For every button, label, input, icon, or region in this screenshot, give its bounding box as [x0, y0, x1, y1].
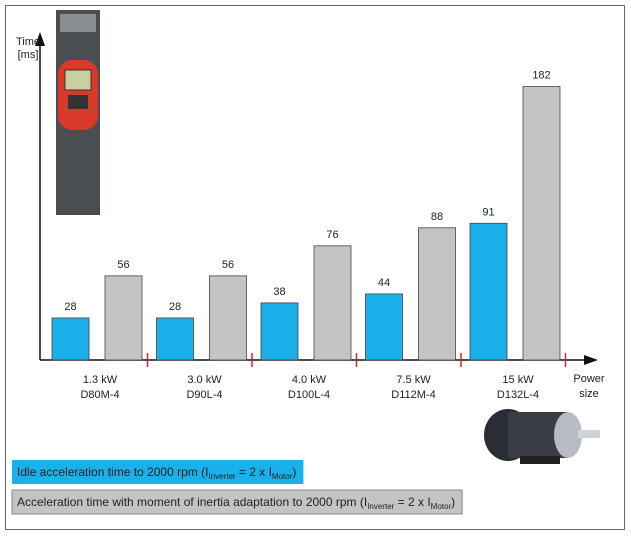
- bar: [51, 317, 90, 361]
- y-label: [ms]: [18, 49, 39, 61]
- value-label: 56: [117, 259, 129, 271]
- y-arrow: [35, 32, 45, 46]
- legend-text: = 2 x I: [394, 495, 430, 509]
- value-label: 76: [326, 229, 338, 241]
- legend-text: Motor: [431, 502, 452, 511]
- motor-image: [484, 409, 600, 464]
- legend-text: Inverter: [367, 502, 394, 511]
- legend-text: Acceleration time with moment of inertia…: [17, 495, 367, 509]
- legend-text: Inverter: [208, 472, 235, 481]
- x-arrow: [584, 355, 598, 365]
- x-tick-label: 3.0 kW: [187, 374, 222, 386]
- value-label: 28: [64, 301, 76, 313]
- bar: [418, 227, 456, 361]
- x-tick-label: 15 kW: [502, 374, 534, 386]
- legend-label: Idle acceleration time to 2000 rpm (IInv…: [17, 465, 296, 481]
- bar: [469, 222, 508, 361]
- legend-text: = 2 x I: [236, 465, 272, 479]
- legend-label: Acceleration time with moment of inertia…: [17, 495, 455, 511]
- bar: [522, 86, 561, 361]
- value-label: 88: [431, 211, 443, 223]
- legend-text: Motor: [272, 472, 293, 481]
- value-label: 91: [482, 206, 494, 218]
- value-label: 44: [378, 277, 390, 289]
- bar: [260, 302, 299, 361]
- value-label: 38: [273, 286, 285, 298]
- bar: [365, 293, 403, 361]
- x-tick-label: D112M-4: [391, 389, 435, 401]
- x-label: size: [579, 388, 599, 400]
- bar: [104, 275, 143, 361]
- x-tick-label: D100L-4: [288, 389, 330, 401]
- legend-text: Idle acceleration time to 2000 rpm (I: [17, 465, 208, 479]
- bar: [209, 275, 247, 361]
- bar: [313, 245, 352, 361]
- x-tick-label: 4.0 kW: [292, 374, 327, 386]
- y-label: Time: [16, 36, 40, 48]
- drive-image: [56, 10, 100, 215]
- value-label: 56: [222, 259, 234, 271]
- x-label: Power: [573, 373, 605, 385]
- x-tick-label: 7.5 kW: [396, 374, 431, 386]
- bar: [156, 317, 194, 361]
- value-label: 28: [169, 301, 181, 313]
- legend-text: ): [292, 465, 296, 479]
- x-tick-label: D90L-4: [186, 389, 222, 401]
- legend-box: [11, 489, 463, 515]
- value-label: 182: [532, 70, 550, 82]
- x-tick-label: 1.3 kW: [83, 374, 118, 386]
- legend-text: ): [451, 495, 455, 509]
- x-tick-label: D80M-4: [80, 389, 119, 401]
- x-tick-label: D132L-4: [497, 389, 539, 401]
- legend-box: [12, 460, 304, 484]
